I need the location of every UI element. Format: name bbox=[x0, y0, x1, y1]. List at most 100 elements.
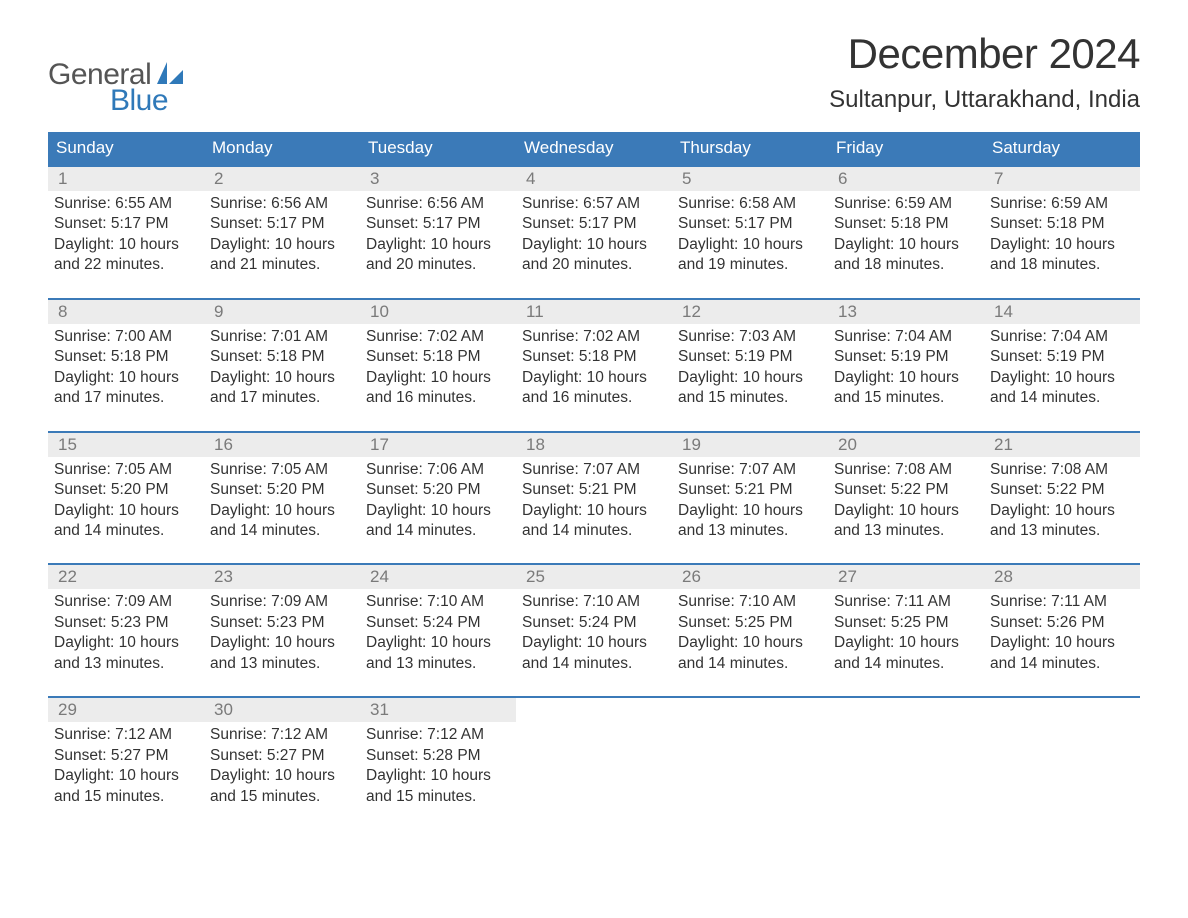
day-number: 19 bbox=[676, 435, 701, 454]
week-row: 22Sunrise: 7:09 AMSunset: 5:23 PMDayligh… bbox=[48, 563, 1140, 678]
day-number: 27 bbox=[832, 567, 857, 586]
daylight-line: Daylight: 10 hours bbox=[990, 633, 1134, 653]
sunset-line: Sunset: 5:17 PM bbox=[210, 214, 354, 234]
day-number: 12 bbox=[676, 302, 701, 321]
sunset-line: Sunset: 5:24 PM bbox=[522, 613, 666, 633]
day-cell: 14Sunrise: 7:04 AMSunset: 5:19 PMDayligh… bbox=[984, 300, 1140, 413]
day-cell: 17Sunrise: 7:06 AMSunset: 5:20 PMDayligh… bbox=[360, 433, 516, 546]
day-cell: 28Sunrise: 7:11 AMSunset: 5:26 PMDayligh… bbox=[984, 565, 1140, 678]
day-number-bar: 4 bbox=[516, 167, 672, 191]
sunrise-line: Sunrise: 7:03 AM bbox=[678, 327, 822, 347]
sunrise-line: Sunrise: 6:57 AM bbox=[522, 194, 666, 214]
sunrise-line: Sunrise: 6:59 AM bbox=[834, 194, 978, 214]
day-number-bar: 30 bbox=[204, 698, 360, 722]
sunrise-line: Sunrise: 7:12 AM bbox=[210, 725, 354, 745]
daylight-line: Daylight: 10 hours bbox=[54, 766, 198, 786]
day-cell: 5Sunrise: 6:58 AMSunset: 5:17 PMDaylight… bbox=[672, 167, 828, 280]
sunrise-line: Sunrise: 7:09 AM bbox=[54, 592, 198, 612]
daylight-line: Daylight: 10 hours bbox=[366, 235, 510, 255]
sunrise-line: Sunrise: 7:00 AM bbox=[54, 327, 198, 347]
day-number: 3 bbox=[364, 169, 379, 188]
daylight-line: Daylight: 10 hours bbox=[834, 501, 978, 521]
day-cell: 18Sunrise: 7:07 AMSunset: 5:21 PMDayligh… bbox=[516, 433, 672, 546]
sunrise-line: Sunrise: 7:08 AM bbox=[834, 460, 978, 480]
sunset-line: Sunset: 5:20 PM bbox=[366, 480, 510, 500]
daylight-line: Daylight: 10 hours bbox=[210, 501, 354, 521]
day-number: 6 bbox=[832, 169, 847, 188]
day-number-bar: 2 bbox=[204, 167, 360, 191]
day-number-bar: 6 bbox=[828, 167, 984, 191]
week-row: 29 Sunrise: 7:12 AM Sunset: 5:27 PMDayligh… bbox=[48, 696, 1140, 811]
daylight-line: and 14 minutes. bbox=[210, 521, 354, 541]
day-cell: 12Sunrise: 7:03 AMSunset: 5:19 PMDayligh… bbox=[672, 300, 828, 413]
daylight-line: Daylight: 10 hours bbox=[366, 501, 510, 521]
day-cell: 13Sunrise: 7:04 AMSunset: 5:19 PMDayligh… bbox=[828, 300, 984, 413]
daylight-line: Daylight: 10 hours bbox=[678, 501, 822, 521]
day-number: 29 bbox=[52, 700, 77, 719]
daylight-line: and 13 minutes. bbox=[210, 654, 354, 674]
day-number: 26 bbox=[676, 567, 701, 586]
sunrise-line: Sunrise: 7:08 AM bbox=[990, 460, 1134, 480]
sunset-line: Sunset: 5:25 PM bbox=[834, 613, 978, 633]
day-cell: 30Sunrise: 7:12 AMSunset: 5:27 PMDayligh… bbox=[204, 698, 360, 811]
sunrise-line: Sunrise: 6:58 AM bbox=[678, 194, 822, 214]
daylight-line: and 17 minutes. bbox=[54, 388, 198, 408]
sunset-line: Sunset: 5:26 PM bbox=[990, 613, 1134, 633]
daylight-line: and 22 minutes. bbox=[54, 255, 198, 275]
sunset-line: Sunset: 5:28 PM bbox=[366, 746, 510, 766]
day-number-bar: 22 bbox=[48, 565, 204, 589]
day-number: 15 bbox=[52, 435, 77, 454]
day-cell: 7Sunrise: 6:59 AMSunset: 5:18 PMDaylight… bbox=[984, 167, 1140, 280]
daylight-line: and 15 minutes. bbox=[210, 787, 354, 807]
sunrise-line: Sunrise: 7:10 AM bbox=[366, 592, 510, 612]
day-number: 17 bbox=[364, 435, 389, 454]
daylight-line: Daylight: 10 hours bbox=[366, 633, 510, 653]
daylight-line: and 16 minutes. bbox=[522, 388, 666, 408]
daylight-line: Daylight: 10 hours bbox=[678, 235, 822, 255]
day-number: 20 bbox=[832, 435, 857, 454]
day-cell: 20Sunrise: 7:08 AMSunset: 5:22 PMDayligh… bbox=[828, 433, 984, 546]
sunset-line: Sunset: 5:19 PM bbox=[834, 347, 978, 367]
daylight-line: Daylight: 10 hours bbox=[990, 368, 1134, 388]
day-number: 24 bbox=[364, 567, 389, 586]
day-cell: 24Sunrise: 7:10 AMSunset: 5:24 PMDayligh… bbox=[360, 565, 516, 678]
daylight-line: and 14 minutes. bbox=[990, 654, 1134, 674]
day-cell: 8Sunrise: 7:00 AMSunset: 5:18 PMDaylight… bbox=[48, 300, 204, 413]
day-number: 31 bbox=[364, 700, 389, 719]
sunset-line: Sunset: 5:20 PM bbox=[54, 480, 198, 500]
day-number: 8 bbox=[52, 302, 67, 321]
day-cell: 26Sunrise: 7:10 AMSunset: 5:25 PMDayligh… bbox=[672, 565, 828, 678]
daylight-line: Daylight: 10 hours bbox=[522, 633, 666, 653]
sunset-line: Sunset: 5:27 PM bbox=[54, 746, 198, 766]
day-number-bar: 12 bbox=[672, 300, 828, 324]
logo: General Blue bbox=[48, 30, 183, 118]
sunset-line: Sunset: 5:21 PM bbox=[522, 480, 666, 500]
sunrise-line: Sunrise: 7:11 AM bbox=[834, 592, 978, 612]
weekday-header: Wednesday bbox=[516, 132, 672, 165]
daylight-line: Daylight: 10 hours bbox=[54, 501, 198, 521]
day-number-bar: 17 bbox=[360, 433, 516, 457]
sunrise-line: Sunrise: 7:04 AM bbox=[834, 327, 978, 347]
calendar: SundayMondayTuesdayWednesdayThursdayFrid… bbox=[48, 132, 1140, 811]
day-cell: 16Sunrise: 7:05 AMSunset: 5:20 PMDayligh… bbox=[204, 433, 360, 546]
day-cell: 4Sunrise: 6:57 AMSunset: 5:17 PMDaylight… bbox=[516, 167, 672, 280]
daylight-line: and 15 minutes. bbox=[678, 388, 822, 408]
sunset-line: Sunset: 5:18 PM bbox=[990, 214, 1134, 234]
daylight-line: and 20 minutes. bbox=[522, 255, 666, 275]
sunrise-line: Sunrise: 6:55 AM bbox=[54, 194, 198, 214]
day-number-bar: 1 bbox=[48, 167, 204, 191]
day-number-bar: 26 bbox=[672, 565, 828, 589]
day-number-bar: 11 bbox=[516, 300, 672, 324]
daylight-line: and 14 minutes. bbox=[366, 521, 510, 541]
day-number-bar: 23 bbox=[204, 565, 360, 589]
sunrise-line: Sunrise: 7:01 AM bbox=[210, 327, 354, 347]
day-number: 11 bbox=[520, 302, 544, 321]
day-number-bar: 8 bbox=[48, 300, 204, 324]
day-number: 14 bbox=[988, 302, 1013, 321]
day-number: 18 bbox=[520, 435, 545, 454]
daylight-line: and 18 minutes. bbox=[834, 255, 978, 275]
daylight-line: Daylight: 10 hours bbox=[678, 633, 822, 653]
day-cell: 6Sunrise: 6:59 AMSunset: 5:18 PMDaylight… bbox=[828, 167, 984, 280]
day-number: 7 bbox=[988, 169, 1003, 188]
week-row: 8Sunrise: 7:00 AMSunset: 5:18 PMDaylight… bbox=[48, 298, 1140, 413]
